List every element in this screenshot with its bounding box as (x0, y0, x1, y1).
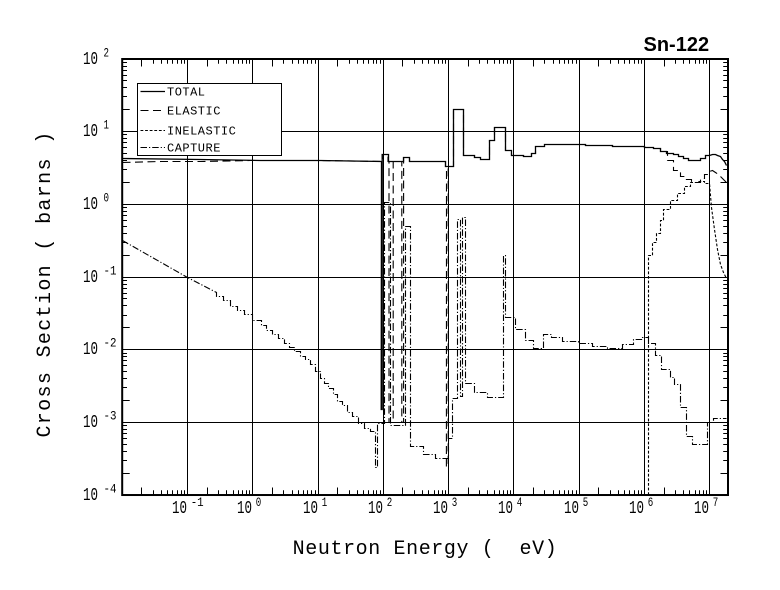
svg-text:INELASTIC: INELASTIC (167, 125, 236, 139)
svg-text:3: 3 (452, 496, 458, 510)
svg-text:Neutron Energy ( eV): Neutron Energy ( eV) (293, 538, 558, 561)
svg-text:10: 10 (83, 486, 98, 506)
svg-text:10: 10 (83, 413, 98, 433)
svg-text:10: 10 (83, 195, 98, 215)
svg-text:-1: -1 (104, 265, 117, 279)
svg-text:10: 10 (83, 268, 98, 288)
svg-text:Sn-122: Sn-122 (644, 34, 710, 56)
svg-text:-1: -1 (191, 496, 204, 510)
svg-text:10: 10 (172, 499, 187, 519)
svg-text:-4: -4 (104, 483, 117, 497)
svg-text:5: 5 (583, 496, 589, 510)
svg-text:4: 4 (517, 496, 523, 510)
svg-text:0: 0 (256, 496, 262, 510)
svg-text:-3: -3 (104, 410, 117, 424)
svg-text:10: 10 (498, 499, 513, 519)
svg-text:-2: -2 (104, 337, 117, 351)
svg-text:1: 1 (104, 119, 110, 133)
svg-text:10: 10 (564, 499, 579, 519)
svg-text:10: 10 (83, 340, 98, 360)
svg-text:10: 10 (83, 122, 98, 142)
svg-text:Cross Section ( barns ): Cross Section ( barns ) (34, 130, 57, 437)
svg-text:10: 10 (368, 499, 383, 519)
svg-text:10: 10 (694, 499, 709, 519)
svg-text:10: 10 (237, 499, 252, 519)
svg-text:2: 2 (104, 47, 110, 61)
svg-text:TOTAL: TOTAL (167, 86, 206, 100)
svg-text:10: 10 (303, 499, 318, 519)
svg-text:ELASTIC: ELASTIC (167, 105, 221, 119)
svg-text:6: 6 (648, 496, 654, 510)
svg-text:10: 10 (629, 499, 644, 519)
svg-text:0: 0 (104, 192, 110, 206)
svg-text:CAPTURE: CAPTURE (167, 142, 221, 156)
svg-text:10: 10 (433, 499, 448, 519)
svg-text:7: 7 (713, 496, 719, 510)
svg-text:1: 1 (322, 496, 328, 510)
svg-text:10: 10 (83, 50, 98, 70)
svg-text:2: 2 (387, 496, 393, 510)
